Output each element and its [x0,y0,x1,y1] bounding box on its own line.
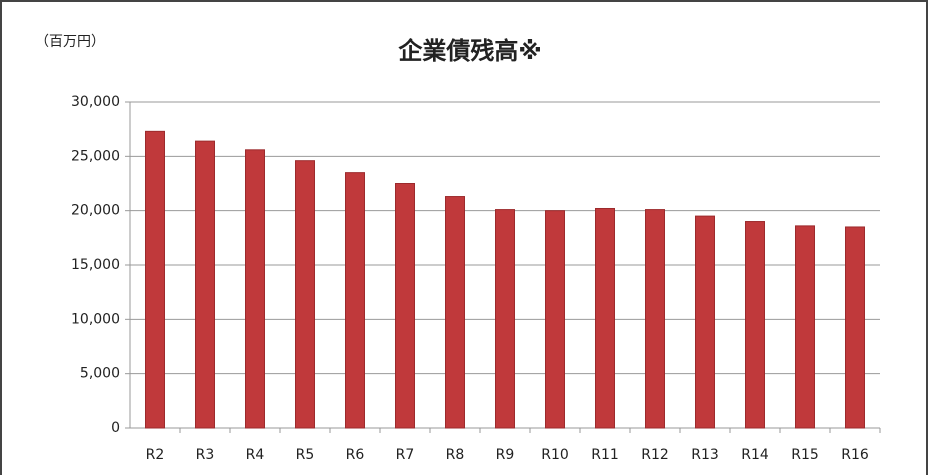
x-tick-label: R10 [541,447,569,463]
x-tick-label: R5 [296,447,315,463]
bar [195,140,215,429]
y-tick-label: 25,000 [71,148,120,164]
x-tick-label: R2 [146,447,165,463]
x-tick-label: R9 [496,447,515,463]
y-tick-label: 0 [111,420,120,436]
bar [795,225,815,429]
x-tick-label: R15 [791,447,819,463]
bar [495,209,515,429]
y-tick-label: 5,000 [80,366,120,382]
y-axis-unit: （百万円） [35,34,105,50]
x-tick-label: R16 [841,447,869,463]
bar [295,160,315,429]
bar [345,172,365,429]
bar [445,196,465,429]
bar [545,210,565,429]
x-tick-label: R4 [246,447,265,463]
y-tick-label: 15,000 [71,257,120,273]
bar [695,215,715,429]
bar [595,207,615,429]
x-tick-label: R12 [641,447,669,463]
bar [645,209,665,429]
bar [245,149,265,429]
bar [845,226,865,429]
y-tick-label: 20,000 [71,203,120,219]
y-tick-label: 10,000 [71,311,120,327]
x-tick-label: R6 [346,447,365,463]
bar [745,221,765,429]
x-tick-label: R7 [396,447,415,463]
x-tick-label: R11 [591,447,619,463]
x-tick-label: R13 [691,447,719,463]
x-tick-label: R14 [741,447,769,463]
bar [145,130,165,429]
chart-title: 企業債残高※ [398,37,541,65]
y-tick-label: 30,000 [71,94,120,110]
x-tick-label: R8 [446,447,465,463]
x-tick-label: R3 [196,447,215,463]
bar [395,183,415,429]
